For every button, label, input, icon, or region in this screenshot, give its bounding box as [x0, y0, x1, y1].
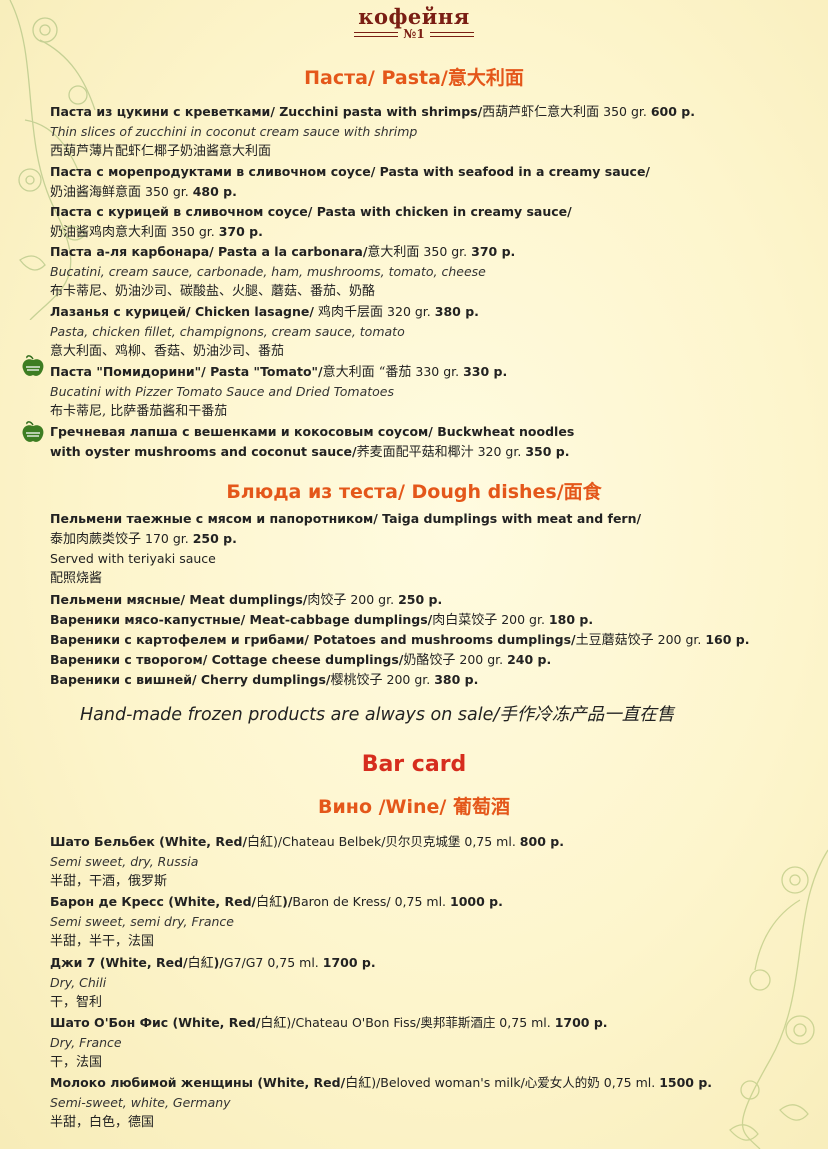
- menu-item-desc: Served with teriyaki sauce: [50, 551, 216, 566]
- menu-item-head: Вареники с картофелем и грибами/ Potatoe…: [50, 632, 750, 648]
- wine-item-desc: Semi-sweet, white, Germany: [50, 1095, 231, 1110]
- menu-item-desc: Pasta, chicken fillet, champignons, crea…: [50, 324, 405, 339]
- wine-item-cn: 半甜，半干，法国: [50, 934, 155, 949]
- wine-item-head: Шато О'Бон Фис (White, Red/白紅)/Chateau O…: [50, 1015, 608, 1031]
- wine-item-head: Молоко любимой женщины (White, Red/白紅)/B…: [50, 1075, 713, 1091]
- floral-corner-bottom-right-icon: [729, 849, 828, 1149]
- menu-item-desc: Thin slices of zucchini in coconut cream…: [50, 124, 418, 139]
- menu-item-head: Пельмени таежные с мясом и папоротником/…: [50, 511, 642, 526]
- veg-apple-icon: [22, 355, 44, 376]
- menu-item-head: Паста из цукини с креветками/ Zucchini p…: [50, 104, 695, 120]
- menu-item-cn: 西葫芦薄片配虾仁椰子奶油酱意大利面: [50, 144, 272, 159]
- menu-item-head: Паста "Помидорини"/ Pasta "Tomato"/意大利面 …: [50, 364, 508, 380]
- wine-item-cn: 干，法国: [50, 1055, 103, 1070]
- frozen-products-note: Hand-made frozen products are always on …: [80, 705, 675, 725]
- wine-item-desc: Dry, Chili: [50, 975, 107, 990]
- menu-item-head: Вареники мясо-капустные/ Meat-cabbage du…: [50, 612, 594, 628]
- wine-item-head: Джи 7 (White, Red/白紅)/G7/G7 0,75 ml. 170…: [50, 955, 376, 971]
- menu-item-cn-price: 奶油酱鸡肉意大利面 350 gr. 370 р.: [50, 224, 263, 240]
- wine-title: Вино /Wine/ 葡萄酒: [318, 796, 510, 818]
- menu-item-cn: 配照烧酱: [50, 571, 103, 586]
- menu-item-head: Паста а-ля карбонара/ Pasta a la carbona…: [50, 244, 516, 260]
- pasta-title: Паста/ Pasta/意大利面: [304, 67, 524, 89]
- wine-item-desc: Semi sweet, dry, Russia: [50, 854, 199, 869]
- menu-item-cn-price: 泰加肉蕨类饺子 170 gr. 250 р.: [50, 531, 237, 547]
- menu-item-desc: Bucatini with Pizzer Tomato Sauce and Dr…: [50, 384, 395, 399]
- menu-item-head: Паста с курицей в сливочном соусе/ Pasta…: [50, 204, 572, 219]
- menu-item-head: Вареники с творогом/ Cottage cheese dump…: [50, 652, 552, 668]
- veg-apple-icon: [22, 421, 44, 442]
- wine-item-head: Шато Бельбек (White, Red/白紅)/Chateau Bel…: [50, 834, 564, 850]
- wine-item-desc: Dry, France: [50, 1035, 122, 1050]
- menu-item-head: Вареники с вишней/ Cherry dumplings/樱桃饺子…: [50, 672, 479, 688]
- menu-item-cn-price: 奶油酱海鲜意面 350 gr. 480 р.: [50, 184, 237, 200]
- menu-item-head-cont: with oyster mushrooms and coconut sauce/…: [50, 444, 570, 460]
- menu-item-head: Лазанья с курицей/ Chicken lasagne/ 鸡肉千层…: [50, 304, 479, 320]
- menu-item-head: Паста с морепродуктами в сливочном соусе…: [50, 164, 650, 179]
- logo-number: №1: [0, 27, 828, 41]
- wine-item-head: Барон де Кресс (White, Red/白紅)/Baron de …: [50, 894, 503, 910]
- menu-item-cn: 意大利面、鸡柳、香菇、奶油沙司、番茄: [50, 344, 285, 359]
- dough-title: Блюда из теста/ Dough dishes/面食: [226, 481, 602, 503]
- menu-item-desc: Bucatini, cream sauce, carbonade, ham, m…: [50, 264, 486, 279]
- wine-item-cn: 半甜，白色，德国: [50, 1115, 155, 1130]
- wine-item-cn: 干，智利: [50, 995, 103, 1010]
- cafe-logo: кофейня №1: [0, 4, 828, 41]
- wine-item-desc: Semi sweet, semi dry, France: [50, 914, 234, 929]
- logo-word: кофейня: [358, 4, 470, 29]
- wine-item-cn: 半甜，干酒，俄罗斯: [50, 874, 168, 889]
- bar-card-title: Bar card: [361, 752, 467, 777]
- menu-item-head: Гречневая лапша с вешенками и кокосовым …: [50, 424, 575, 439]
- menu-item-cn: 布卡蒂尼、奶油沙司、碳酸盐、火腿、蘑菇、番茄、奶酪: [50, 284, 376, 299]
- menu-item-cn: 布卡蒂尼, 比萨番茄酱和干番茄: [50, 404, 228, 419]
- menu-item-head: Пельмени мясные/ Meat dumplings/肉饺子 200 …: [50, 592, 443, 608]
